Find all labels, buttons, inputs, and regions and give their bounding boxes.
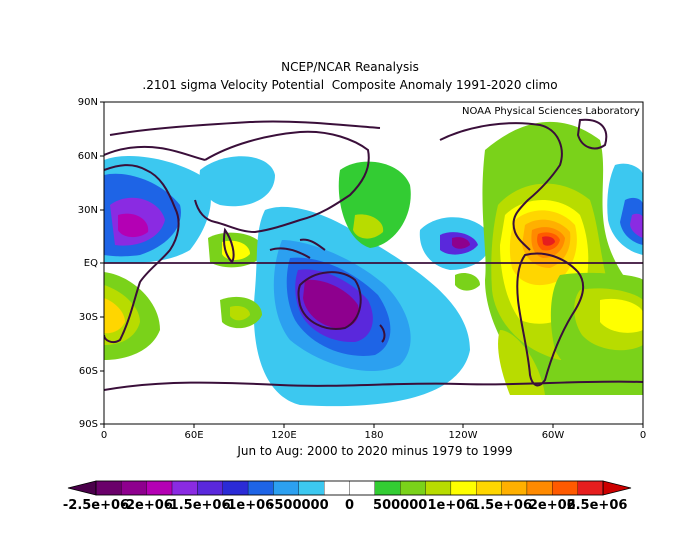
colorbar-label: 1.5e+06 (471, 498, 532, 513)
colorbar-label: 0 (345, 498, 354, 513)
continent-outlines (104, 118, 643, 391)
credit-box (458, 104, 641, 117)
colorbar-cell (374, 480, 401, 496)
pos-anomaly-left-edge-core (104, 298, 125, 334)
colorbar-label: 1e+06 (427, 498, 474, 513)
colorbar-label: -2e+06 (121, 498, 173, 513)
lat-tick-label: 60S (79, 366, 98, 377)
colorbar-cell (247, 480, 274, 496)
lat-tick-label: 90S (79, 419, 98, 430)
india-outline (222, 227, 235, 264)
south-america-outline (516, 252, 585, 387)
colorbar-cell (146, 480, 173, 496)
colorbar-cell (171, 480, 198, 496)
colorbar-frame (95, 480, 604, 496)
lat-tick-label: 90N (78, 97, 98, 108)
map-subtitle: Jun to Aug: 2000 to 2020 minus 1979 to 1… (237, 444, 513, 458)
pos-anomaly-south-atlantic-core (600, 298, 643, 333)
colorbar-cell (298, 480, 325, 496)
colorbar-label: 500000 (373, 498, 427, 513)
north-america-outline (439, 122, 563, 251)
colorbar-cell (425, 480, 452, 496)
arctic-coast-outline (109, 120, 381, 136)
lon-axis: 0 60E 120E 180 120W 60W 0 (101, 424, 646, 441)
colorbar-cell (95, 480, 122, 496)
lat-tick-label: 60N (78, 151, 98, 162)
colorbar-cell (197, 480, 223, 496)
greenland-outline (576, 118, 608, 150)
colorbar-label: -1.5e+06 (164, 498, 230, 513)
neg-anomaly-australia-ring4 (303, 279, 359, 329)
colorbar-cell (121, 480, 147, 496)
asia-outline (194, 130, 370, 234)
lon-tick-label: 0 (101, 430, 107, 441)
lon-tick-label: 60W (542, 430, 565, 441)
africa-outline (104, 164, 180, 344)
colorbar-label: -500000 (269, 498, 329, 513)
credit-label: NOAA Physical Sciences Laboratory (462, 106, 640, 117)
lon-tick-label: 180 (364, 430, 383, 441)
colorbar-cell (552, 480, 578, 496)
neg-anomaly-right-edge-peak (630, 213, 643, 238)
europe-outline (104, 145, 206, 161)
colorbar-label: -2.5e+06 (63, 498, 129, 513)
lat-tick-label: 30S (79, 312, 98, 323)
colorbar-right-arrow (602, 480, 632, 496)
colorbar-cell (349, 480, 376, 496)
new-zealand-outline (379, 324, 386, 343)
pos-anomaly-indian-ocean-core (222, 240, 250, 260)
colorbar-left-arrow (67, 480, 97, 496)
colorbar-cell (222, 480, 249, 496)
map-title-line2: .2101 sigma Velocity Potential Composite… (142, 78, 558, 92)
lon-tick-label: 60E (184, 430, 203, 441)
colorbar-cell (400, 480, 426, 496)
lat-tick-label: 30N (78, 205, 98, 216)
maritime-continent-outline (269, 238, 326, 259)
lon-tick-label: 120W (449, 430, 478, 441)
neg-anomaly-north-asia (199, 156, 275, 207)
map-title-line1: NCEP/NCAR Reanalysis (281, 60, 419, 74)
colorbar-cell (577, 480, 604, 496)
lon-tick-label: 120E (271, 430, 296, 441)
colorbar-cell (526, 480, 553, 496)
neg-anomaly-europe-africa-peak (118, 213, 149, 238)
pos-anomaly-atlantic-tail (498, 330, 545, 395)
colorbar-cell (323, 480, 350, 496)
anomaly-field (104, 121, 643, 407)
lat-axis: 90N 60N 30N EQ 30S 60S 90S (78, 97, 104, 430)
pos-anomaly-south-pacific-small (455, 273, 480, 291)
australia-outline (297, 271, 362, 330)
pos-anomaly-north-pacific-core (353, 214, 384, 239)
pos-anomaly-south-indian-core (230, 305, 250, 321)
colorbar-cell (273, 480, 299, 496)
colorbar-cell (476, 480, 502, 496)
antarctica-outline (104, 380, 643, 391)
neg-anomaly-east-pacific-peak (452, 237, 470, 249)
colorbar-label: 2e+06 (529, 498, 576, 513)
pos-anomaly-americas-core (542, 236, 555, 246)
colorbar-cell (450, 480, 477, 496)
colorbar: -2.5e+06 -2e+06 -1.5e+06 -1e+06 -500000 … (63, 480, 632, 513)
lat-tick-label: EQ (84, 258, 98, 269)
lon-tick-label: 0 (640, 430, 646, 441)
colorbar-label: 2.5e+06 (567, 498, 628, 513)
colorbar-cell (501, 480, 528, 496)
colorbar-label: -1e+06 (222, 498, 274, 513)
